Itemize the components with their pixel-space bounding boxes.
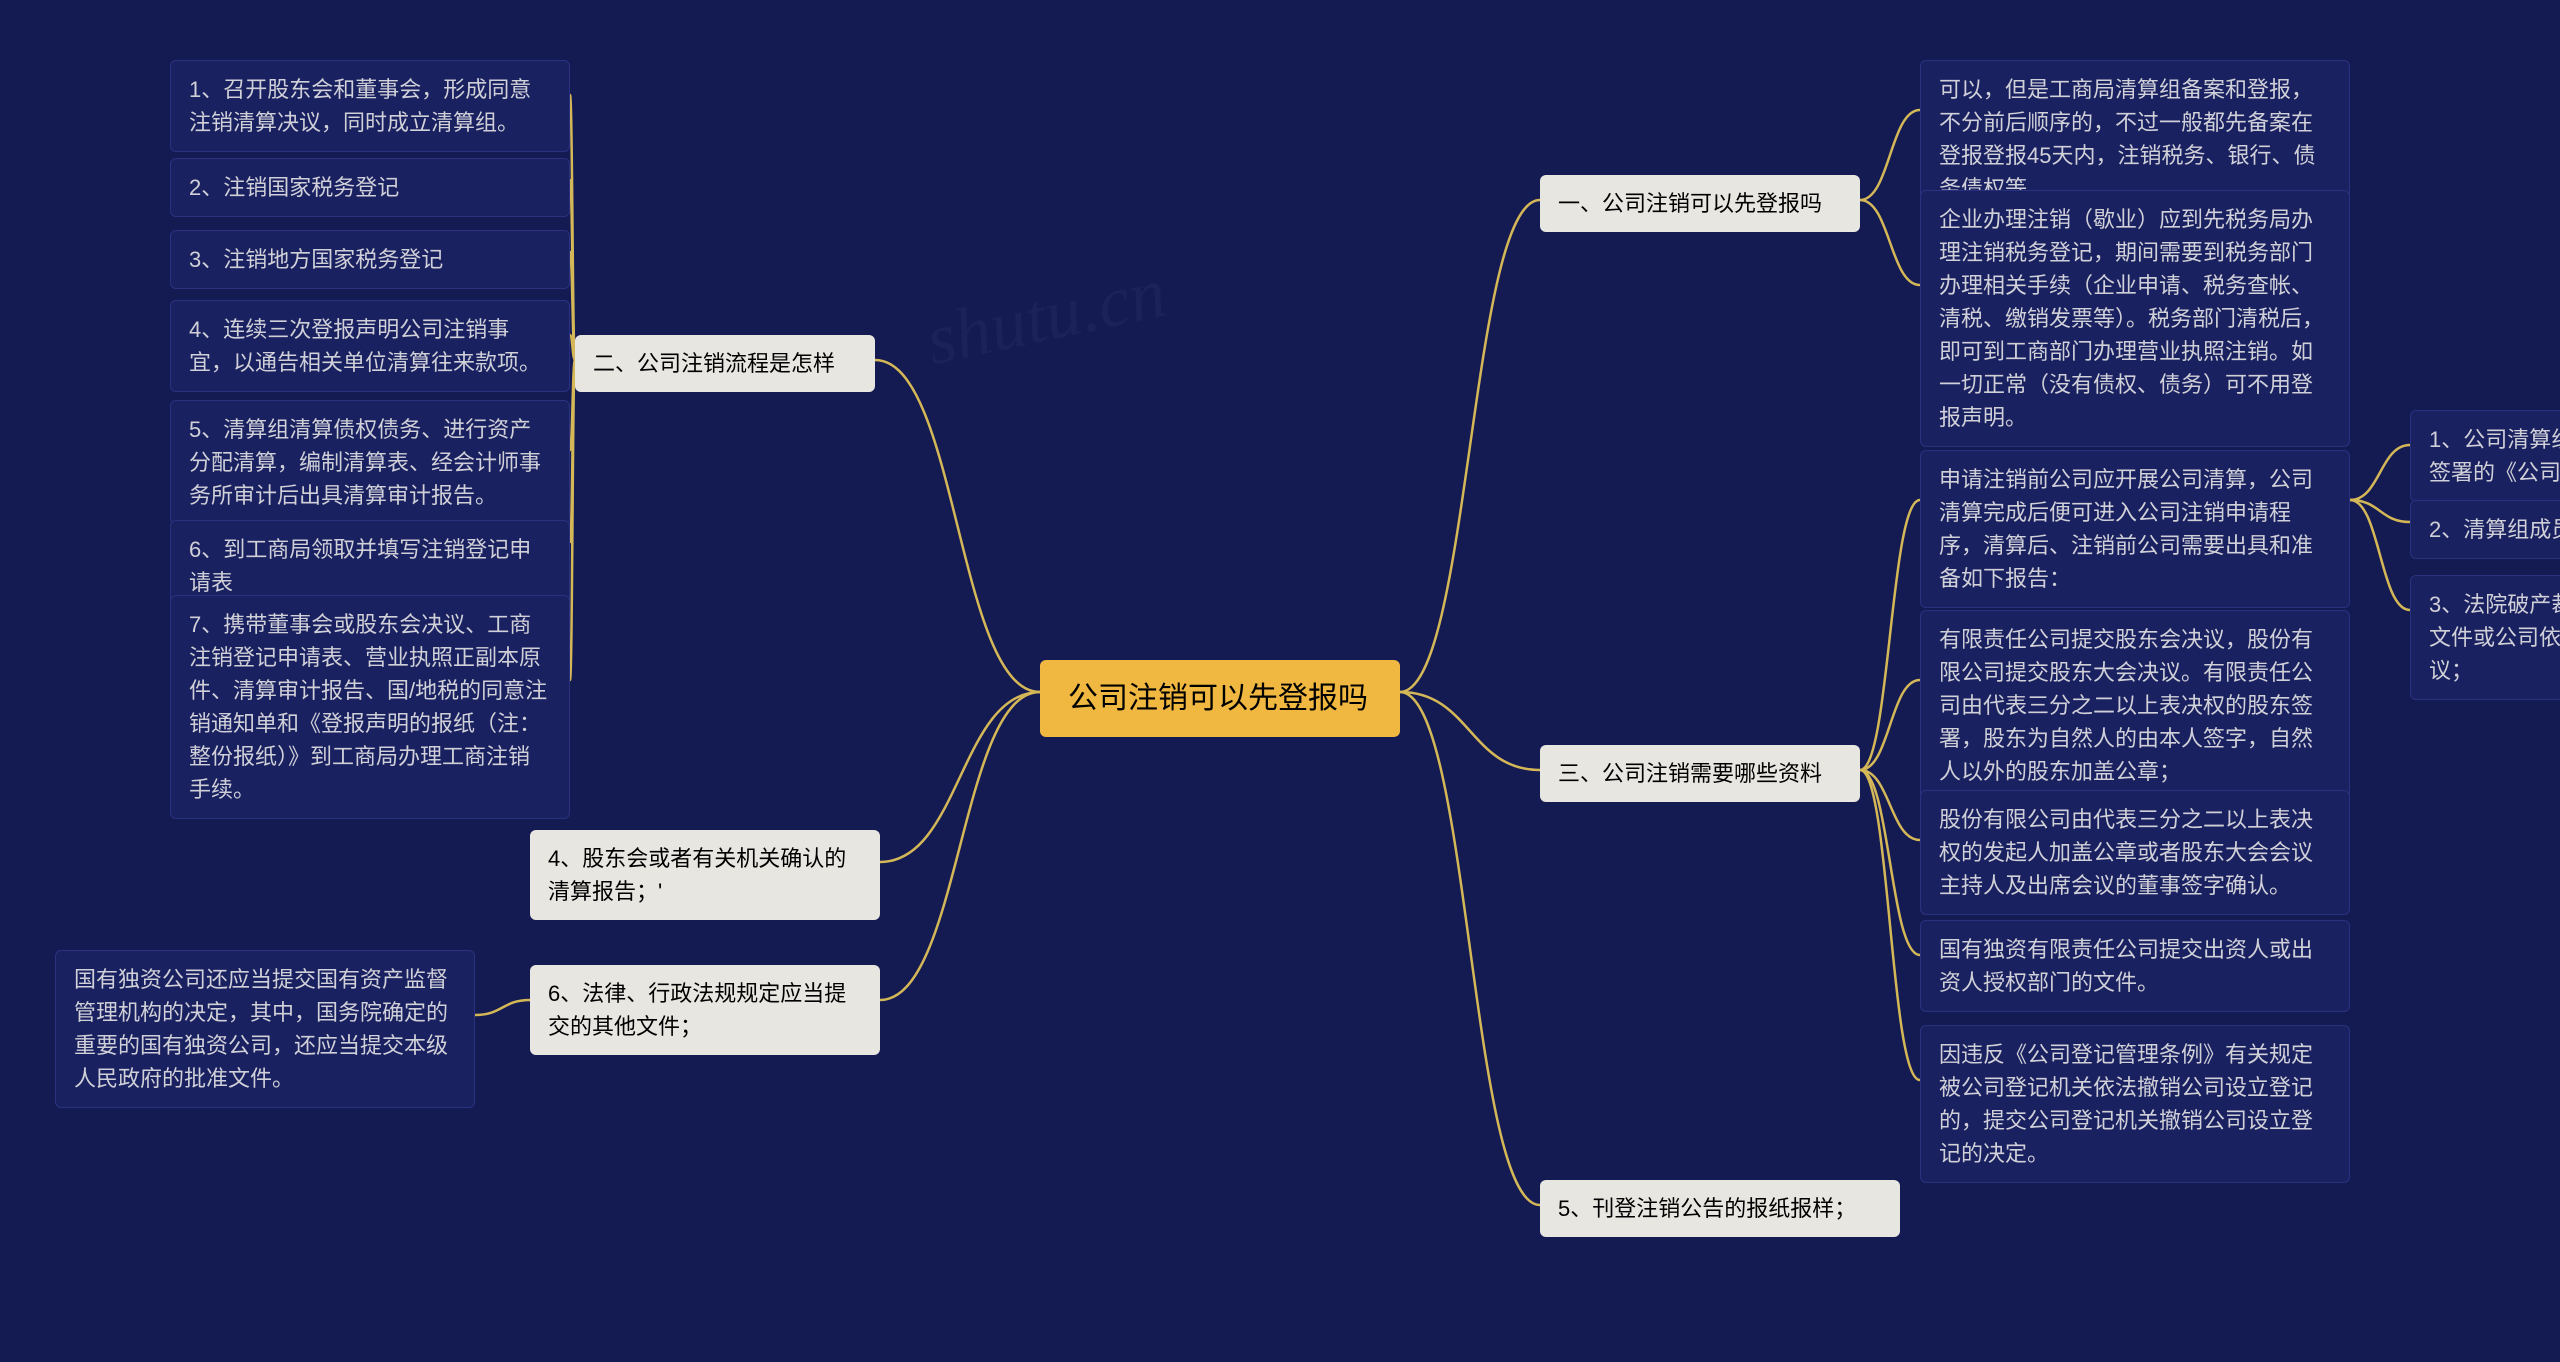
watermark: shutu.cn [919, 251, 1173, 382]
branch-3-item-2: 有限责任公司提交股东会决议，股份有限公司提交股东大会决议。有限责任公司由代表三分… [1920, 610, 2350, 801]
branch-2-item-2: 2、注销国家税务登记 [170, 158, 570, 217]
branch-1-item-2: 企业办理注销（歇业）应到先税务局办理注销税务登记，期间需要到税务部门办理相关手续… [1920, 190, 2350, 447]
branch-3-item-4: 国有独资有限责任公司提交出资人或出资人授权部门的文件。 [1920, 920, 2350, 1012]
branch-3-first-sub-1: 1、公司清算组负责人或公司法定代表人签署的《公司注销登记申请书》； [2410, 410, 2560, 502]
branch-1-title[interactable]: 一、公司注销可以先登报吗 [1540, 175, 1860, 232]
branch-3-first: 申请注销前公司应开展公司清算，公司清算完成后便可进入公司注销申请程序，清算后、注… [1920, 450, 2350, 608]
branch-2-item-3: 3、注销地方国家税务登记 [170, 230, 570, 289]
branch-3-item-5: 因违反《公司登记管理条例》有关规定被公司登记机关依法撤销公司设立登记的，提交公司… [1920, 1025, 2350, 1183]
branch-3-title[interactable]: 三、公司注销需要哪些资料 [1540, 745, 1860, 802]
branch-2-title[interactable]: 二、公司注销流程是怎样 [575, 335, 875, 392]
branch-6-sub: 国有独资公司还应当提交国有资产监督管理机构的决定，其中，国务院确定的重要的国有独… [55, 950, 475, 1108]
branch-2-item-1: 1、召开股东会和董事会，形成同意注销清算决议，同时成立清算组。 [170, 60, 570, 152]
branch-5[interactable]: 5、刊登注销公告的报纸报样； [1540, 1180, 1900, 1237]
branch-2-item-7: 7、携带董事会或股东会决议、工商注销登记申请表、营业执照正副本原件、清算审计报告… [170, 595, 570, 819]
branch-2-item-5: 5、清算组清算债权债务、进行资产分配清算，编制清算表、经会计师事务所审计后出具清… [170, 400, 570, 525]
branch-4[interactable]: 4、股东会或者有关机关确认的清算报告；' [530, 830, 880, 920]
branch-3-first-sub-2: 2、清算组成员《备案确认申请书》； [2410, 500, 2560, 559]
branch-6-title[interactable]: 6、法律、行政法规规定应当提交的其他文件； [530, 965, 880, 1055]
root-node[interactable]: 公司注销可以先登报吗 [1040, 660, 1400, 737]
branch-3-first-sub-3: 3、法院破产裁定、行政机关责令关闭的文件或公司依照《公司法》作出的决议； [2410, 575, 2560, 700]
branch-3-item-3: 股份有限公司由代表三分之二以上表决权的发起人加盖公章或者股东大会会议主持人及出席… [1920, 790, 2350, 915]
branch-2-item-4: 4、连续三次登报声明公司注销事宜，以通告相关单位清算往来款项。 [170, 300, 570, 392]
